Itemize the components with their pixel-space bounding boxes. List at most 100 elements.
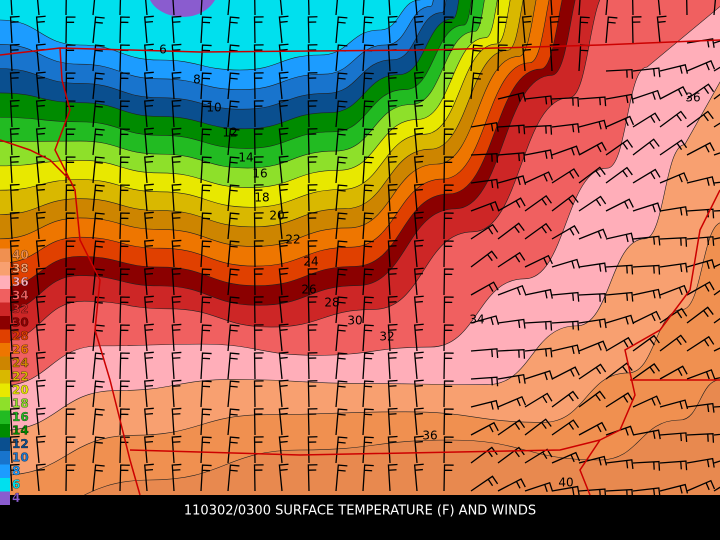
wind-barb — [119, 212, 130, 240]
wind-barb — [632, 138, 660, 156]
wind-barb — [362, 100, 374, 128]
wind-barb — [65, 436, 76, 464]
wind-barb — [145, 0, 148, 16]
wind-barb — [470, 153, 499, 163]
wind-barb — [551, 96, 580, 107]
wind-barb — [35, 183, 46, 212]
contour-label: 14 — [238, 151, 253, 165]
wind-barb — [65, 240, 76, 268]
wind-barb — [119, 0, 122, 16]
wind-barb — [278, 407, 289, 436]
wind-barb — [227, 184, 240, 212]
wind-barb — [119, 296, 130, 324]
wind-barb — [413, 323, 424, 352]
wind-barb — [413, 15, 424, 44]
wind-barb — [413, 71, 424, 100]
wind-barb — [470, 475, 499, 492]
wind-barb — [92, 72, 105, 100]
wind-barb — [278, 295, 289, 324]
legend-swatch — [0, 383, 10, 397]
wind-barb — [470, 44, 483, 72]
wind-barb — [335, 296, 348, 324]
wind-barb — [387, 351, 398, 380]
wind-barb — [362, 268, 374, 296]
wind-barb — [387, 379, 398, 408]
wind-barb — [549, 15, 560, 44]
wind-barb — [227, 100, 240, 128]
wind-barb — [35, 267, 46, 296]
wind-barb — [65, 212, 76, 240]
wind-barb — [659, 237, 688, 247]
wind-barb — [119, 72, 130, 100]
wind-barb — [9, 267, 20, 296]
wind-barb — [686, 432, 715, 443]
wind-barb — [119, 324, 130, 352]
wind-barb — [307, 296, 318, 324]
wind-barb — [9, 295, 20, 324]
map-title: 110302/0300 SURFACE TEMPERATURE (F) AND … — [184, 504, 536, 519]
wind-barb — [497, 16, 508, 44]
wind-barb — [307, 44, 318, 72]
wind-barb — [443, 128, 454, 156]
contour-label: 10 — [206, 101, 221, 115]
wind-barb — [171, 127, 182, 156]
legend-swatch — [0, 316, 10, 330]
wind-barb — [413, 127, 424, 156]
wind-barb — [659, 262, 688, 273]
wind-barb — [524, 418, 552, 436]
wind-barb — [387, 71, 398, 100]
wind-barb — [253, 268, 264, 296]
wind-barb — [632, 395, 662, 408]
wind-barb — [307, 16, 318, 44]
wind-barb — [200, 100, 212, 128]
contour-label: 32 — [379, 330, 394, 344]
wind-barb — [362, 16, 374, 44]
wind-barb — [524, 320, 553, 331]
wind-barb — [335, 156, 348, 184]
wind-barb — [605, 68, 634, 79]
wind-barb — [92, 0, 96, 16]
legend-label: 34 — [12, 288, 29, 302]
wind-barb — [65, 0, 67, 16]
wind-barb — [227, 16, 240, 44]
wind-barb — [144, 323, 154, 352]
legend-label: 4 — [12, 491, 20, 505]
contour-label: 22 — [285, 233, 300, 247]
wind-barb — [144, 127, 154, 156]
wind-barbs — [9, 0, 720, 499]
wind-barb — [578, 390, 606, 408]
legend-swatch — [0, 329, 10, 343]
wind-barb — [9, 407, 20, 436]
wind-barb — [578, 195, 607, 212]
wind-barb — [335, 100, 348, 128]
wind-barb — [497, 44, 508, 72]
wind-barb — [144, 183, 154, 212]
wind-barb — [253, 380, 264, 408]
wind-barb — [9, 435, 20, 464]
wind-barb — [387, 463, 398, 492]
wind-barb — [497, 0, 499, 16]
wind-barb — [605, 0, 609, 16]
contour-label: 8 — [193, 73, 201, 87]
wind-barb — [92, 380, 105, 408]
wind-barb — [335, 408, 348, 436]
wind-barb — [92, 408, 105, 436]
wind-barb — [200, 408, 212, 436]
wind-barb — [92, 296, 105, 324]
wind-barb — [470, 200, 500, 212]
legend-swatch — [0, 478, 10, 492]
wind-barb — [65, 408, 76, 436]
wind-barb — [9, 239, 20, 268]
wind-barb — [307, 0, 310, 16]
wind-barb — [470, 421, 499, 436]
wind-barb — [524, 194, 552, 212]
wind-barb — [119, 464, 130, 492]
wind-barb — [35, 463, 46, 492]
wind-barb — [92, 128, 105, 156]
wind-barb — [470, 72, 483, 100]
border — [54, 47, 141, 496]
wind-barb — [578, 293, 607, 303]
wind-barb — [686, 457, 715, 468]
wind-barb — [9, 127, 20, 156]
wind-barb — [253, 128, 264, 156]
